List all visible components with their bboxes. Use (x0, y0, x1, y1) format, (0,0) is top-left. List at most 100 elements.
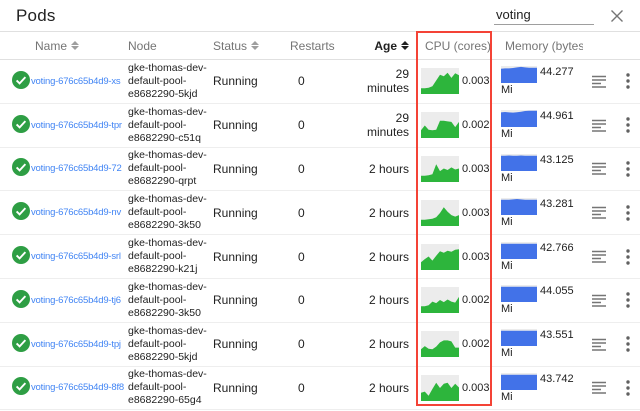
pod-name-link[interactable]: voting-676c65b4d9-srl (31, 251, 121, 263)
logs-icon[interactable] (589, 291, 609, 310)
memory-sparkline (501, 153, 537, 171)
cpu-sparkline (421, 112, 459, 139)
table-row: voting-676c65b4d9-tj6 gke-thomas-dev-def… (0, 279, 640, 323)
kebab-menu-icon[interactable] (624, 71, 632, 91)
pod-name-link[interactable]: voting-676c65b4d9-nv (31, 207, 122, 219)
cpu-value: 0.003 (462, 162, 490, 175)
table-row: voting-676c65b4d9-xs gke-thomas-dev-defa… (0, 60, 640, 104)
pod-restarts: 0 (298, 205, 305, 220)
sort-icon (251, 41, 260, 50)
column-header-name-label: Name (35, 38, 68, 53)
memory-value: 43.125 (540, 153, 574, 166)
pod-age: 2 hours (368, 380, 409, 395)
kebab-menu-icon[interactable] (624, 290, 632, 310)
column-header-status[interactable]: Status (213, 39, 290, 53)
logs-icon[interactable] (589, 203, 609, 222)
kebab-menu-icon[interactable] (624, 203, 632, 223)
logs-icon[interactable] (589, 159, 609, 178)
memory-sparkline (501, 110, 537, 128)
pod-status: Running (213, 249, 258, 264)
column-header-age[interactable]: Age (354, 39, 421, 53)
pod-node: gke-thomas-dev-default-pool-e8682290-5kj… (128, 61, 207, 100)
pods-table-body: voting-676c65b4d9-xs gke-thomas-dev-defa… (0, 60, 640, 411)
pod-node: gke-thomas-dev-default-pool-e8682290-k21… (128, 237, 207, 276)
column-header-status-label: Status (213, 38, 248, 53)
pod-restarts: 0 (298, 293, 305, 308)
kebab-menu-icon[interactable] (624, 378, 632, 398)
cpu-value: 0.003 (462, 381, 490, 394)
memory-unit: Mi (501, 215, 513, 228)
kebab-menu-icon[interactable] (624, 247, 632, 267)
page-header: Pods (0, 0, 640, 32)
memory-value: 44.055 (540, 285, 574, 298)
pod-ok-check-icon (12, 289, 30, 308)
pod-ok-check-icon (12, 377, 30, 396)
pod-node: gke-thomas-dev-default-pool-e8682290-5kj… (128, 324, 207, 363)
pod-age: 2 hours (368, 249, 409, 264)
cpu-value: 0.003 (462, 206, 490, 219)
search-box (494, 6, 626, 25)
page-title: Pods (16, 5, 56, 25)
memory-sparkline (501, 66, 537, 84)
memory-value: 44.961 (540, 110, 574, 123)
cpu-value: 0.002 (462, 119, 490, 132)
pod-age: 2 hours (368, 337, 409, 352)
pod-age: 2 hours (368, 205, 409, 220)
kebab-menu-icon[interactable] (624, 334, 632, 354)
memory-value: 43.742 (540, 372, 574, 385)
pod-age: 29 minutes (366, 111, 409, 140)
pod-restarts: 0 (298, 161, 305, 176)
pod-name-link[interactable]: voting-676c65b4d9-72 (31, 163, 122, 175)
table-row: voting-676c65b4d9-srl gke-thomas-dev-def… (0, 235, 640, 279)
memory-sparkline (501, 241, 537, 259)
kebab-menu-icon[interactable] (624, 159, 632, 179)
pod-status: Running (213, 205, 258, 220)
close-icon[interactable] (608, 7, 626, 25)
memory-sparkline (501, 285, 537, 303)
pod-status: Running (213, 74, 258, 89)
table-header-row: Name Node Status Restarts Age CPU (cores… (0, 32, 640, 60)
cpu-sparkline (421, 287, 459, 314)
table-row: voting-676c65b4d9-nv gke-thomas-dev-defa… (0, 191, 640, 236)
pod-node: gke-thomas-dev-default-pool-e8682290-65g… (128, 368, 207, 407)
column-header-restarts-label: Restarts (290, 38, 335, 53)
table-row: voting-676c65b4d9-tpj gke-thomas-dev-def… (0, 323, 640, 367)
memory-unit: Mi (501, 390, 513, 403)
pod-restarts: 0 (298, 337, 305, 352)
search-input[interactable] (494, 6, 594, 25)
pod-name-link[interactable]: voting-676c65b4d9-tpj (31, 338, 121, 350)
memory-value: 43.281 (540, 197, 574, 210)
logs-icon[interactable] (589, 72, 609, 91)
memory-unit: Mi (501, 171, 513, 184)
pod-name-link[interactable]: voting-676c65b4d9-tj6 (31, 294, 121, 306)
logs-icon[interactable] (589, 335, 609, 354)
pod-name-link[interactable]: voting-676c65b4d9-xs (31, 75, 121, 87)
pod-node: gke-thomas-dev-default-pool-e8682290-c51… (128, 105, 207, 144)
memory-unit: Mi (501, 303, 513, 316)
pod-age: 29 minutes (366, 67, 409, 96)
pod-status: Running (213, 293, 258, 308)
logs-icon[interactable] (589, 378, 609, 397)
pod-ok-check-icon (12, 158, 30, 177)
column-header-name[interactable]: Name (31, 39, 128, 53)
pod-restarts: 0 (298, 249, 305, 264)
kebab-menu-icon[interactable] (624, 115, 632, 135)
logs-icon[interactable] (589, 116, 609, 135)
pod-restarts: 0 (298, 74, 305, 89)
pod-status: Running (213, 161, 258, 176)
pod-node: gke-thomas-dev-default-pool-e8682290-3k5… (128, 280, 207, 319)
table-row: voting-676c65b4d9-tpr gke-thomas-dev-def… (0, 104, 640, 148)
pod-node: gke-thomas-dev-default-pool-e8682290-3k5… (128, 193, 207, 232)
pod-name-link[interactable]: voting-676c65b4d9-tpr (31, 119, 122, 131)
pod-ok-check-icon (12, 70, 30, 89)
memory-unit: Mi (501, 259, 513, 272)
table-row: voting-676c65b4d9-8f8 gke-thomas-dev-def… (0, 367, 640, 411)
logs-icon[interactable] (589, 247, 609, 266)
sort-icon-active (401, 41, 409, 50)
cpu-sparkline (421, 199, 459, 226)
column-header-age-label: Age (374, 38, 397, 53)
memory-unit: Mi (501, 84, 513, 97)
pod-name-link[interactable]: voting-676c65b4d9-8f8 (31, 382, 124, 394)
cpu-value: 0.002 (462, 338, 490, 351)
